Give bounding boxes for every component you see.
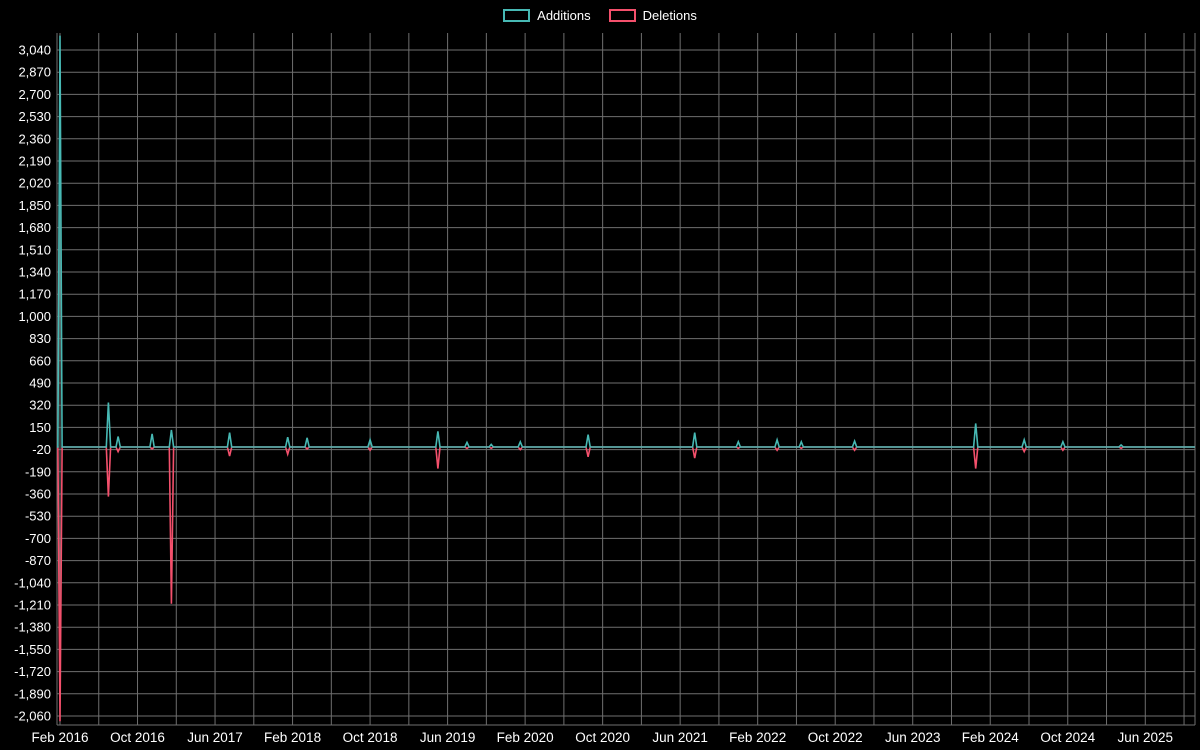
x-tick-label: Oct 2020 [575,730,630,745]
x-tick-label: Oct 2018 [343,730,398,745]
x-tick-label: Feb 2022 [729,730,786,745]
y-tick-label: 2,700 [18,87,51,102]
y-tick-label: -190 [25,464,51,479]
y-tick-label: 2,870 [18,65,51,80]
y-tick-label: -1,890 [14,686,51,701]
y-tick-label: 1,510 [18,242,51,257]
x-tick-label: Jun 2025 [1117,730,1173,745]
x-tick-label: Feb 2016 [31,730,88,745]
x-tick-label: Feb 2020 [497,730,554,745]
legend-item-additions[interactable]: Additions [503,8,591,23]
deletions-legend-label: Deletions [642,8,697,23]
y-tick-label: 2,020 [18,176,51,191]
additions-swatch-icon [503,9,531,22]
x-tick-label: Oct 2016 [110,730,165,745]
x-tick-label: Oct 2024 [1040,730,1095,745]
y-tick-label: -1,550 [14,642,51,657]
y-tick-label: 2,190 [18,154,51,169]
x-tick-label: Jun 2023 [885,730,941,745]
y-tick-label: 1,680 [18,220,51,235]
legend-item-deletions[interactable]: Deletions [608,8,697,23]
y-tick-label: -360 [25,487,51,502]
y-tick-label: -1,720 [14,664,51,679]
y-tick-label: 830 [29,331,51,346]
deletions-swatch-icon [608,9,636,22]
y-tick-label: -530 [25,509,51,524]
chart-legend: Additions Deletions [0,8,1200,23]
additions-legend-label: Additions [537,8,591,23]
y-tick-label: -870 [25,553,51,568]
y-tick-label: 150 [29,420,51,435]
y-tick-label: 2,360 [18,131,51,146]
y-tick-label: -1,040 [14,575,51,590]
y-tick-label: -2,060 [14,709,51,724]
x-tick-label: Jun 2021 [652,730,708,745]
y-tick-label: 320 [29,398,51,413]
y-tick-label: 3,040 [18,43,51,58]
y-tick-label: -1,380 [14,620,51,635]
additions-line [57,35,1195,448]
y-tick-label: 660 [29,353,51,368]
y-tick-label: 1,340 [18,265,51,280]
x-tick-label: Jun 2019 [420,730,476,745]
x-tick-label: Oct 2022 [808,730,863,745]
y-tick-label: 2,530 [18,109,51,124]
y-tick-label: 1,170 [18,287,51,302]
x-tick-label: Feb 2018 [264,730,321,745]
y-tick-label: -1,210 [14,598,51,613]
x-tick-label: Jun 2017 [187,730,243,745]
y-tick-label: -20 [32,442,51,457]
y-tick-label: -700 [25,531,51,546]
y-tick-label: 490 [29,376,51,391]
y-tick-label: 1,850 [18,198,51,213]
deletions-line [57,446,1195,722]
x-tick-label: Feb 2024 [962,730,1020,745]
y-tick-label: 1,000 [18,309,51,324]
